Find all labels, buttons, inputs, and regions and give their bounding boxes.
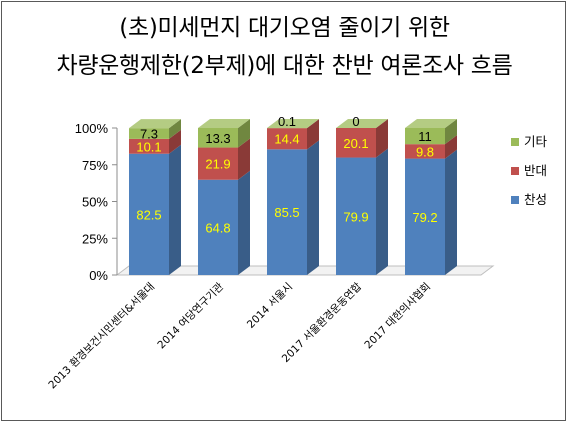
- bar-side: [238, 138, 250, 180]
- data-label: 64.8: [205, 220, 230, 235]
- data-label: 0.1: [278, 114, 296, 129]
- data-label: 7.3: [140, 127, 158, 142]
- bar-side: [169, 119, 181, 139]
- bar-segment: [267, 128, 307, 150]
- data-label: 82.5: [136, 207, 161, 222]
- bar-segment: [405, 158, 445, 275]
- bar-top: [129, 119, 181, 129]
- bar-side: [376, 119, 388, 158]
- chart-title: (초)미세먼지 대기오염 줄이기 위한: [119, 15, 450, 41]
- bar-stack: [129, 119, 181, 275]
- bars-group: [129, 119, 457, 275]
- bar-segment: [336, 157, 376, 275]
- category-label: 2017 서울환경운동연합: [279, 280, 364, 365]
- bar-side: [238, 170, 250, 275]
- category-label: 2017 대한의사협회: [362, 280, 433, 351]
- bar-stack: [336, 119, 388, 275]
- legend-label: 반대: [524, 163, 547, 178]
- data-label: 79.2: [412, 210, 437, 225]
- data-label: 9.8: [416, 144, 434, 159]
- bar-segment: [129, 138, 169, 154]
- category-label: 2013 환경보건시민센터&서울대: [46, 280, 157, 391]
- y-tick-label: 75%: [82, 158, 108, 173]
- bar-stack: [198, 119, 250, 275]
- bar-side: [307, 119, 319, 129]
- bar-stack: [267, 119, 319, 275]
- data-label: 85.5: [274, 205, 299, 220]
- bar-segment: [405, 128, 445, 145]
- bar-side: [445, 135, 457, 159]
- legend-label: 기타: [524, 134, 548, 149]
- bar-side: [169, 129, 181, 154]
- bar-top: [336, 119, 388, 128]
- bar-side: [445, 149, 457, 275]
- bar-side: [169, 144, 181, 275]
- bar-segment: [198, 128, 238, 148]
- bar-side: [238, 119, 250, 148]
- bar-top: [405, 119, 457, 128]
- bar-side: [307, 140, 319, 275]
- data-label: 0: [352, 114, 359, 129]
- category-label: 2014 서울시: [245, 281, 295, 331]
- data-label: 21.9: [205, 157, 230, 172]
- bar-segment: [129, 128, 169, 139]
- data-label: 11: [418, 129, 432, 144]
- y-tick-label: 100%: [75, 121, 109, 136]
- data-label: 79.9: [343, 209, 368, 224]
- legend-label: 찬성: [524, 192, 547, 207]
- bar-segment: [267, 149, 307, 275]
- legend-swatch: [511, 138, 519, 146]
- y-tick-label: 25%: [82, 231, 108, 246]
- category-label: 2014 여당연구기관: [155, 280, 226, 351]
- data-labels: 82.5 10.17.3 64.8 21.9 13.3 85.5 14.4 0.1 79.9 20…: [136, 114, 437, 235]
- data-label: 14.4: [274, 132, 299, 147]
- bar-segment: [198, 147, 238, 180]
- y-tick-label: 50%: [82, 195, 108, 210]
- chart-subtitle: 차량운행제한(2부제)에 대한 찬반 여론조사 흐름: [56, 53, 513, 79]
- bar-segment: [405, 144, 445, 159]
- y-axis: 0% 25% 50% 75% 100%: [75, 121, 118, 283]
- bar-segment: [129, 153, 169, 275]
- legend-swatch: [511, 167, 519, 175]
- y-tick-label: 0%: [89, 268, 108, 283]
- data-label: 13.3: [205, 131, 230, 146]
- bar-top: [198, 119, 250, 128]
- data-label: 20.1: [343, 136, 368, 151]
- data-label: 10.1: [136, 139, 161, 154]
- bar-segment: [198, 179, 238, 275]
- bar-side: [307, 119, 319, 150]
- bar-segment: [336, 128, 376, 158]
- bar-side: [376, 148, 388, 275]
- bar-stack: [405, 119, 457, 275]
- legend-swatch: [511, 196, 519, 204]
- bar-side: [445, 119, 457, 145]
- bar-top: [267, 119, 319, 128]
